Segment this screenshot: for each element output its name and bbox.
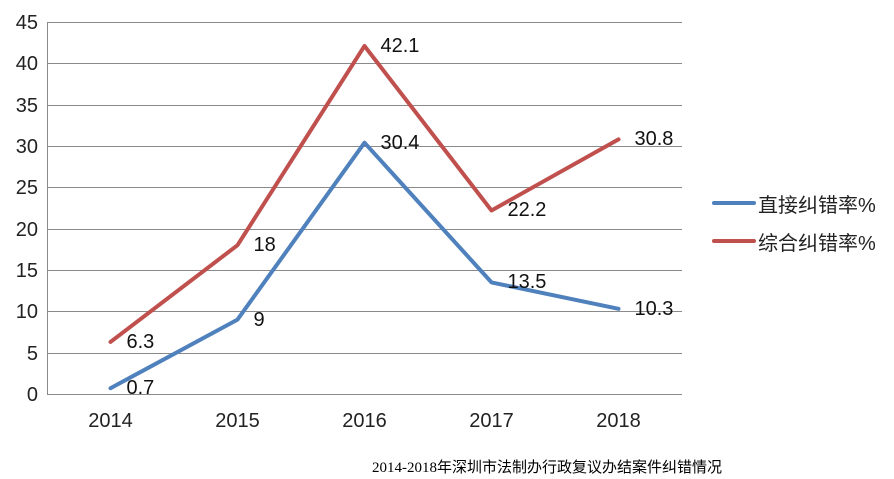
data-label: 30.4 <box>380 131 420 154</box>
series-line-2 <box>108 43 621 344</box>
data-label: 10.3 <box>634 297 674 320</box>
y-tick-label: 10 <box>15 300 38 323</box>
x-tick-label: 2014 <box>88 410 133 432</box>
x-tick-label: 2017 <box>469 410 514 432</box>
y-tick-label: 5 <box>26 342 38 365</box>
data-label: 13.5 <box>507 271 547 294</box>
y-tick-label: 15 <box>15 259 38 282</box>
legend-line-swatch <box>712 239 756 243</box>
legend-label: 直接纠错率% <box>758 194 876 217</box>
x-tick-label: 2016 <box>342 410 387 432</box>
x-tick-label: 2015 <box>215 410 260 432</box>
data-label: 18 <box>253 234 276 257</box>
y-tick-label: 35 <box>15 94 38 117</box>
y-tick-label: 0 <box>26 383 38 406</box>
data-label: 9 <box>253 308 265 331</box>
legend-item-2: 综合纠错率% <box>712 228 876 255</box>
legend: 直接纠错率% 综合纠错率% <box>712 190 876 255</box>
chart-title: 2014-2018年深圳市法制办行政复议办结案件纠错情况 <box>372 460 722 476</box>
data-label: 0.7 <box>126 377 155 400</box>
data-label: 42.1 <box>380 34 420 57</box>
data-label: 6.3 <box>126 330 155 353</box>
legend-label: 综合纠错率% <box>758 232 876 255</box>
y-tick-label: 45 <box>15 11 38 34</box>
series-line-1 <box>108 140 621 391</box>
y-tick-label: 40 <box>15 52 38 75</box>
data-label: 30.8 <box>634 128 674 151</box>
legend-line-swatch <box>712 201 756 205</box>
x-tick-label: 2018 <box>596 410 641 432</box>
y-tick-label: 25 <box>15 176 38 199</box>
y-tick-label: 20 <box>15 218 38 241</box>
legend-item-1: 直接纠错率% <box>712 190 876 217</box>
data-label: 22.2 <box>507 199 547 222</box>
y-tick-label: 30 <box>15 135 38 158</box>
